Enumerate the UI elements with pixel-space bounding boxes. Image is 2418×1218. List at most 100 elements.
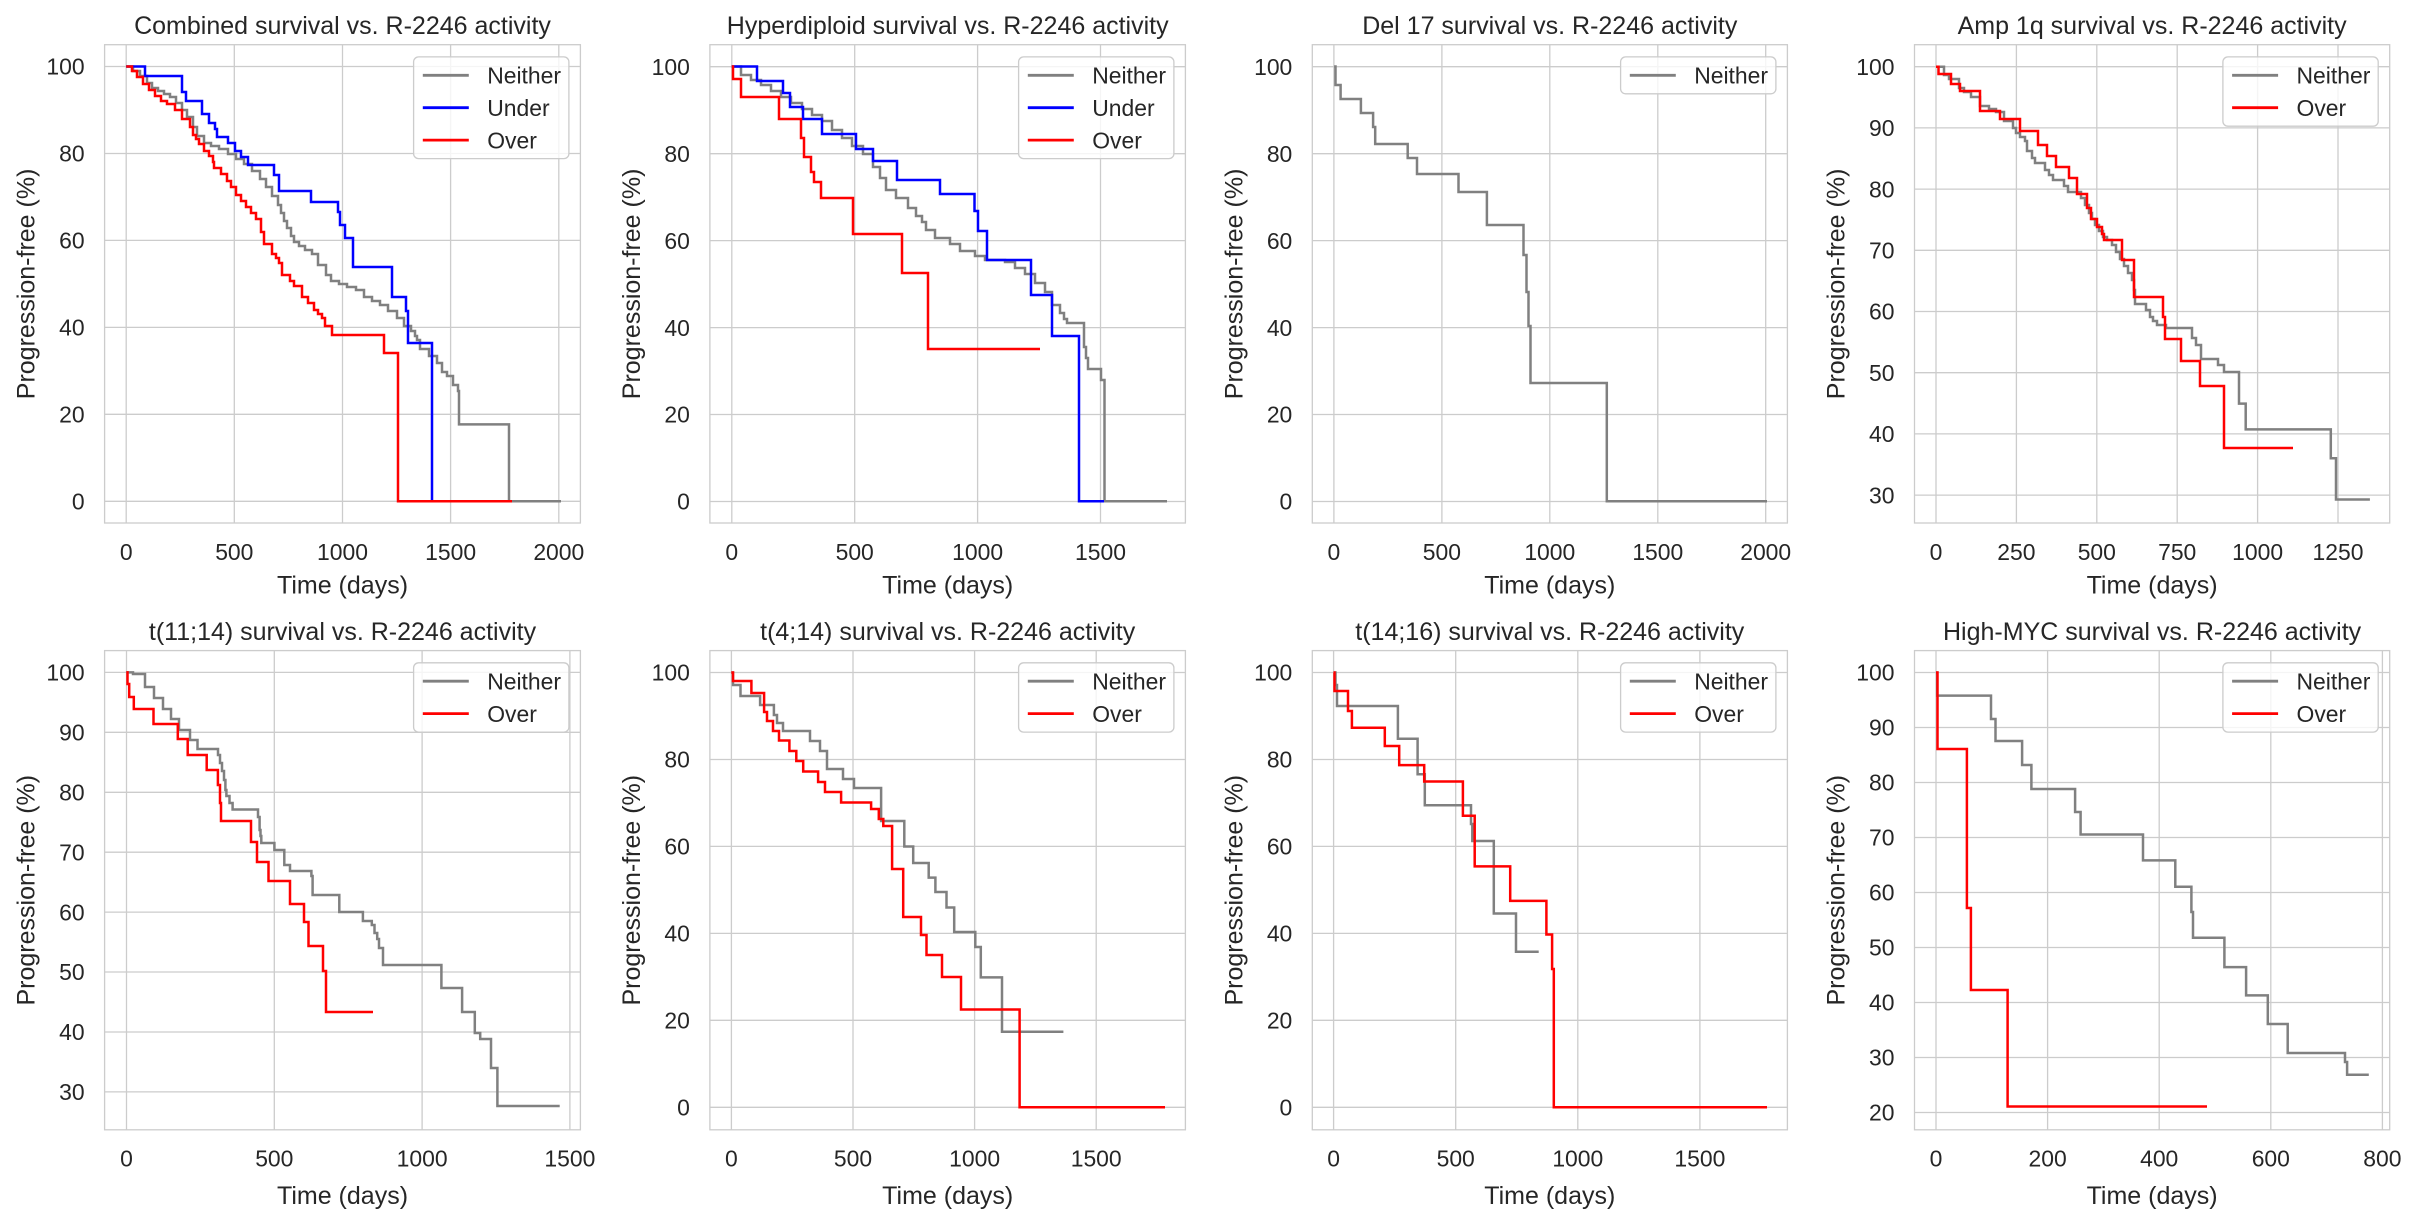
svg-text:30: 30 — [59, 1079, 84, 1105]
svg-text:Time (days): Time (days) — [882, 571, 1013, 599]
svg-text:20: 20 — [1267, 402, 1292, 428]
svg-text:200: 200 — [2028, 1145, 2066, 1171]
svg-text:Time (days): Time (days) — [882, 1182, 1013, 1210]
svg-text:Neither: Neither — [1092, 668, 1166, 694]
svg-text:60: 60 — [1869, 299, 1894, 325]
svg-text:0: 0 — [1280, 1095, 1293, 1121]
svg-text:500: 500 — [1437, 1145, 1475, 1171]
svg-text:Over: Over — [1694, 701, 1744, 727]
svg-text:1000: 1000 — [397, 1145, 448, 1171]
svg-text:20: 20 — [59, 402, 84, 428]
svg-text:Time (days): Time (days) — [277, 571, 408, 599]
svg-text:0: 0 — [1930, 539, 1943, 565]
svg-text:40: 40 — [1869, 421, 1894, 447]
svg-text:60: 60 — [1267, 834, 1292, 860]
svg-text:80: 80 — [59, 780, 84, 806]
svg-text:80: 80 — [1267, 747, 1292, 773]
svg-text:30: 30 — [1869, 1045, 1894, 1071]
svg-text:Combined survival vs. R-2246 a: Combined survival vs. R-2246 activity — [134, 12, 551, 40]
svg-text:20: 20 — [1267, 1008, 1292, 1034]
svg-text:Neither: Neither — [1694, 668, 1768, 694]
svg-text:60: 60 — [59, 228, 84, 254]
svg-text:500: 500 — [1423, 539, 1461, 565]
svg-text:0: 0 — [677, 489, 690, 515]
svg-text:90: 90 — [1869, 115, 1894, 141]
svg-text:20: 20 — [1869, 1100, 1894, 1126]
svg-text:Time (days): Time (days) — [2087, 1182, 2218, 1210]
svg-text:80: 80 — [664, 141, 689, 167]
svg-text:0: 0 — [725, 1145, 738, 1171]
svg-text:Over: Over — [1092, 701, 1142, 727]
svg-text:Progression-free (%): Progression-free (%) — [1823, 169, 1851, 400]
svg-text:0: 0 — [1930, 1145, 1943, 1171]
svg-text:Neither: Neither — [487, 63, 561, 89]
svg-text:Progression-free (%): Progression-free (%) — [618, 775, 646, 1006]
svg-text:70: 70 — [1869, 238, 1894, 264]
svg-text:Over: Over — [2297, 701, 2347, 727]
svg-text:Neither: Neither — [1694, 63, 1768, 89]
svg-text:500: 500 — [836, 539, 874, 565]
svg-text:Amp 1q survival vs. R-2246 act: Amp 1q survival vs. R-2246 activity — [1958, 12, 2348, 40]
svg-text:Del 17 survival vs. R-2246 act: Del 17 survival vs. R-2246 activity — [1362, 12, 1738, 40]
svg-text:40: 40 — [1267, 921, 1292, 947]
svg-text:60: 60 — [1869, 880, 1894, 906]
svg-text:Progression-free (%): Progression-free (%) — [1823, 775, 1851, 1006]
svg-text:80: 80 — [59, 141, 84, 167]
svg-text:0: 0 — [120, 539, 133, 565]
svg-text:Neither: Neither — [487, 668, 561, 694]
svg-text:1500: 1500 — [1075, 539, 1126, 565]
svg-text:100: 100 — [1254, 660, 1292, 686]
svg-text:50: 50 — [59, 959, 84, 985]
svg-text:70: 70 — [1869, 825, 1894, 851]
svg-text:Progression-free (%): Progression-free (%) — [618, 169, 646, 400]
svg-text:1000: 1000 — [949, 1145, 1000, 1171]
svg-text:1500: 1500 — [425, 539, 476, 565]
svg-text:500: 500 — [255, 1145, 293, 1171]
svg-text:100: 100 — [1254, 54, 1292, 80]
svg-text:40: 40 — [664, 921, 689, 947]
svg-text:100: 100 — [652, 54, 690, 80]
svg-text:Progression-free (%): Progression-free (%) — [13, 169, 41, 400]
svg-text:30: 30 — [1869, 482, 1894, 508]
svg-text:Neither: Neither — [2297, 63, 2371, 89]
svg-text:Time (days): Time (days) — [1484, 571, 1615, 599]
svg-text:Over: Over — [1092, 127, 1142, 153]
svg-text:Hyperdiploid survival vs. R-22: Hyperdiploid survival vs. R-2246 activit… — [727, 12, 1169, 40]
svg-text:0: 0 — [677, 1095, 690, 1121]
svg-text:60: 60 — [664, 834, 689, 860]
svg-text:1500: 1500 — [1632, 539, 1683, 565]
svg-text:750: 750 — [2158, 539, 2196, 565]
svg-text:50: 50 — [1869, 360, 1894, 386]
svg-text:100: 100 — [1856, 660, 1894, 686]
svg-text:Over: Over — [2297, 95, 2347, 121]
svg-text:1000: 1000 — [317, 539, 368, 565]
svg-text:40: 40 — [664, 315, 689, 341]
svg-text:60: 60 — [59, 899, 84, 925]
svg-text:1500: 1500 — [1071, 1145, 1122, 1171]
svg-text:Time (days): Time (days) — [2087, 571, 2218, 599]
svg-text:2000: 2000 — [1740, 539, 1791, 565]
svg-text:60: 60 — [664, 228, 689, 254]
svg-text:600: 600 — [2252, 1145, 2290, 1171]
svg-text:0: 0 — [72, 489, 85, 515]
svg-text:20: 20 — [664, 402, 689, 428]
svg-text:500: 500 — [2078, 539, 2116, 565]
svg-text:1000: 1000 — [1524, 539, 1575, 565]
svg-text:Over: Over — [487, 701, 537, 727]
svg-text:80: 80 — [664, 747, 689, 773]
svg-text:100: 100 — [46, 54, 84, 80]
svg-text:Time (days): Time (days) — [277, 1182, 408, 1210]
svg-text:40: 40 — [1267, 315, 1292, 341]
svg-text:High-MYC survival vs. R-2246 a: High-MYC survival vs. R-2246 activity — [1943, 618, 2362, 646]
svg-text:1000: 1000 — [2232, 539, 2283, 565]
svg-text:2000: 2000 — [533, 539, 584, 565]
svg-text:100: 100 — [652, 660, 690, 686]
svg-text:Progression-free (%): Progression-free (%) — [13, 775, 41, 1006]
svg-text:t(14;16) survival vs. R-2246 a: t(14;16) survival vs. R-2246 activity — [1355, 618, 1745, 646]
svg-text:Progression-free (%): Progression-free (%) — [1220, 169, 1248, 400]
svg-text:80: 80 — [1869, 770, 1894, 796]
svg-text:500: 500 — [215, 539, 253, 565]
svg-text:20: 20 — [664, 1008, 689, 1034]
svg-text:80: 80 — [1869, 176, 1894, 202]
svg-text:0: 0 — [725, 539, 738, 565]
